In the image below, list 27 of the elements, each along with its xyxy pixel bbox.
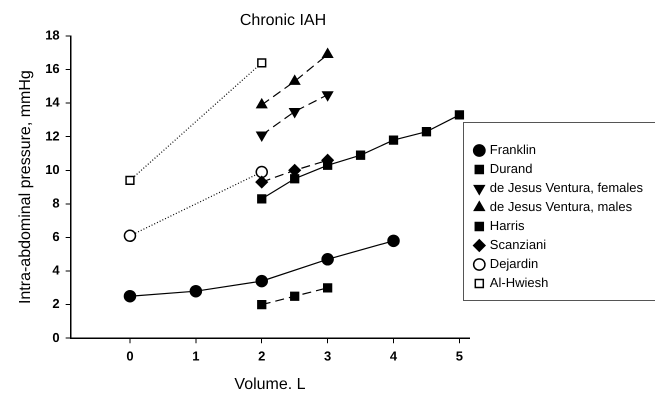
y-tick-label: 0	[52, 330, 60, 345]
legend-label: Scanziani	[490, 237, 546, 252]
y-axis-title: Intra-abdominal pressure, mmHg	[17, 70, 34, 304]
y-tick-label: 10	[45, 162, 60, 177]
y-tick-label: 4	[52, 262, 60, 278]
x-tick-label: 1	[192, 348, 200, 364]
x-tick-label: 0	[126, 348, 134, 364]
y-tick-label: 18	[45, 28, 60, 43]
legend-label: Dejardin	[490, 256, 538, 272]
legend-label: de Jesus Ventura, males	[490, 199, 633, 214]
y-tick-label: 12	[45, 128, 60, 144]
x-tick-label: 4	[390, 348, 398, 364]
x-axis-title: Volume. L	[234, 376, 306, 393]
y-tick-label: 14	[45, 94, 60, 110]
y-tick-label: 16	[45, 61, 60, 76]
legend-label: Al-Hwiesh	[490, 275, 548, 290]
x-tick-label: 2	[258, 348, 266, 364]
legend-label: Harris	[490, 218, 525, 234]
x-tick-label: 3	[324, 348, 332, 364]
legend-label: Franklin	[490, 142, 536, 158]
y-tick-label: 2	[52, 296, 60, 312]
y-tick-label: 8	[52, 195, 60, 210]
legend-label: Durand	[490, 161, 532, 176]
y-tick-label: 6	[52, 229, 60, 244]
legend-label: de Jesus Ventura, females	[490, 180, 644, 196]
chart-title: Chronic IAH	[238, 12, 328, 30]
x-tick-label: 5	[456, 348, 464, 364]
